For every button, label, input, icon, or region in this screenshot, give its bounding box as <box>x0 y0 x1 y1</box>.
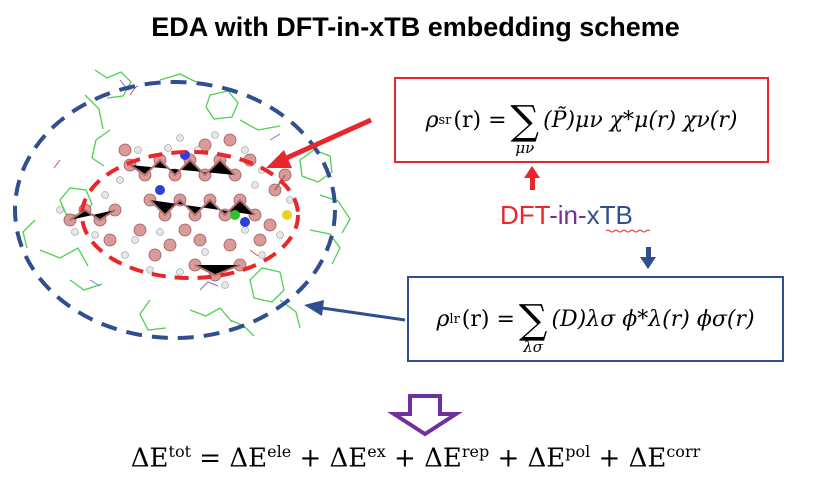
lr-lhs-symbol: ρ <box>436 306 450 332</box>
long-range-region-outline <box>13 80 337 340</box>
energy-superscript: rep <box>461 442 490 461</box>
sr-sum-index: μν <box>515 139 535 157</box>
energy-superscript: corr <box>666 442 701 461</box>
blue-pointer-arrow <box>304 300 406 322</box>
energy-superscript: tot <box>168 442 192 461</box>
core-bonds <box>69 158 286 277</box>
sr-lhs-symbol: ρ <box>425 107 439 133</box>
energy-term: + ΔE <box>598 443 667 474</box>
energy-decomposition-equation: ΔEtot = ΔEele + ΔEex + ΔErep + ΔEpol + Δ… <box>0 442 831 474</box>
sr-lhs-superscript: sr <box>438 112 452 128</box>
hollow-down-arrow <box>387 394 463 437</box>
nitrogen-atom <box>240 217 250 227</box>
sr-lhs-arg: (r) = <box>453 107 507 133</box>
dft-label-part: DFT <box>500 200 550 230</box>
down-arrow-to-lr <box>640 247 656 269</box>
energy-term: + ΔE <box>299 443 368 474</box>
short-range-density-box: ρ sr (r) = ∑ μν (P̃)μν χ*μ(r) χν(r) <box>394 77 769 163</box>
lr-sum-index: λσ <box>523 338 544 356</box>
lr-lhs-arg: (r) = <box>461 306 515 332</box>
page-title: EDA with DFT-in-xTB embedding scheme <box>151 12 680 42</box>
long-range-density-box: ρ lr (r) = ∑ λσ (D)λσ ϕ*λ(r) ϕσ(r) <box>407 276 784 362</box>
energy-superscript: ele <box>267 442 292 461</box>
long-range-density-equation: ρ lr (r) = ∑ λσ (D)λσ ϕ*λ(r) ϕσ(r) <box>436 292 755 355</box>
short-range-region-outline <box>80 150 300 280</box>
in-label-part: -in- <box>549 200 587 230</box>
short-range-density-equation: ρ sr (r) = ∑ μν (P̃)μν χ*μ(r) χν(r) <box>425 93 738 156</box>
chlorine-atom <box>230 210 240 220</box>
energy-term: ΔE <box>130 443 169 474</box>
lr-sum: ∑ λσ <box>518 297 548 356</box>
sr-rhs: (P̃)μν χ*μ(r) χν(r) <box>543 107 738 133</box>
energy-superscript: pol <box>565 442 591 461</box>
nitrogen-atom <box>155 185 165 195</box>
frame-molecules-3 <box>53 86 259 257</box>
energy-term: + ΔE <box>497 443 566 474</box>
energy-superscript: ex <box>367 442 386 461</box>
lr-lhs-superscript: lr <box>449 311 460 327</box>
xtb-label-part: xTB <box>586 200 633 230</box>
energy-term: = ΔE <box>199 443 268 474</box>
lr-rhs: (D)λσ ϕ*λ(r) ϕσ(r) <box>551 306 755 332</box>
dft-in-xtb-label: DFT-in-xTB <box>500 200 633 231</box>
sulfur-atom <box>282 210 292 220</box>
hydrogen-atoms <box>56 131 294 289</box>
up-arrow-to-sr <box>524 166 540 190</box>
red-pointer-arrow <box>266 117 373 168</box>
sr-sum: ∑ μν <box>510 98 540 157</box>
core-molecule-atoms <box>63 133 292 282</box>
spellcheck-squiggle <box>605 229 651 233</box>
energy-term: + ΔE <box>394 443 462 474</box>
